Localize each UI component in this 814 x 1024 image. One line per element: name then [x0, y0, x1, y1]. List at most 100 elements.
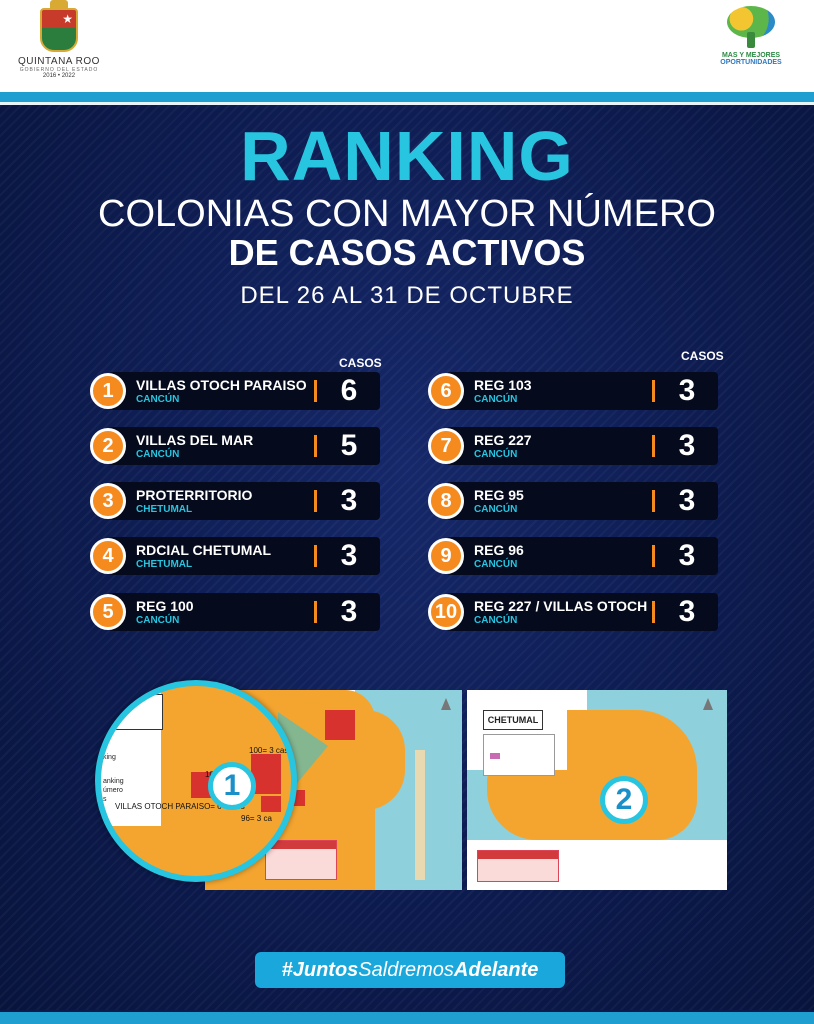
zoom-label-otoch: VILLAS OTOCH PARAISO= 6 casos [115, 802, 245, 811]
row-separator [652, 490, 655, 512]
ranking-row-bar [108, 537, 380, 575]
ranking-row-bar [446, 593, 718, 631]
colonia-name: VILLAS DEL MAR [136, 432, 254, 448]
rank-badge: 8 [428, 483, 464, 519]
case-count: 5 [340, 429, 358, 462]
map-marker-2: 2 [600, 776, 648, 824]
colonia-name: REG 100 [136, 598, 194, 614]
subtitle-line1: COLONIAS CON MAYOR NÚMERO [98, 193, 716, 235]
ranking-row-9: 9 REG 96 CANCÚN 3 [428, 537, 718, 575]
tree-icon [725, 6, 777, 50]
rank-number: 6 [440, 379, 452, 402]
colonia-name: REG 227 / VILLAS OTOCH [474, 598, 648, 614]
map-marker-1: 1 [208, 762, 256, 810]
rank-badge: 7 [428, 428, 464, 464]
row-separator [314, 545, 317, 567]
rank-badge: 9 [428, 538, 464, 574]
city-name: CHETUMAL [136, 559, 193, 570]
logo-slogan-line2: OPORTUNIDADES [720, 59, 782, 66]
hashtag-part2: Saldremos [358, 958, 454, 981]
hashtag-part3: Adelante [453, 958, 539, 981]
zoom-legend-text-3: úmero [103, 787, 123, 794]
footer-stripe [0, 1012, 814, 1024]
colonia-name: REG 103 [474, 377, 532, 393]
quintana-roo-logo: ★ QUINTANA ROO GOBIERNO DEL ESTADO 2016 … [18, 0, 100, 88]
map-legend [483, 734, 555, 776]
chetumal-map-title: CHETUMAL [483, 710, 543, 730]
city-name: CANCÚN [474, 504, 518, 515]
case-count: 3 [340, 595, 358, 628]
north-arrow-icon [703, 698, 713, 710]
rank-number: 7 [440, 434, 452, 457]
case-count: 3 [678, 429, 696, 462]
row-separator [652, 380, 655, 402]
colonia-name: REG 227 [474, 432, 532, 448]
colonia-name: REG 96 [474, 542, 524, 558]
hashtag-banner: #Juntos Saldremos Adelante [255, 952, 565, 988]
city-name: CANCÚN [474, 394, 518, 405]
rank-number: 9 [440, 544, 452, 567]
rank-badge: 6 [428, 373, 464, 409]
case-count: 6 [340, 374, 358, 407]
colonia-name: REG 95 [474, 487, 524, 503]
rank-badge: 3 [90, 483, 126, 519]
row-separator [314, 490, 317, 512]
rank-number: 10 [434, 600, 458, 623]
rank-number: 8 [440, 489, 452, 512]
date-range: DEL 26 AL 31 DE OCTUBRE [240, 282, 574, 309]
ranking-row-bar [108, 593, 380, 631]
ranking-row-8: 8 REG 95 CANCÚN 3 [428, 482, 718, 520]
rank-number: 1 [102, 379, 114, 402]
logo-state-years: 2016 • 2022 [42, 73, 76, 79]
row-separator [314, 435, 317, 457]
rank-number: 5 [102, 600, 114, 623]
ranking-row-6: 6 REG 103 CANCÚN 3 [428, 372, 718, 410]
casos-header-left: CASOS [339, 356, 382, 370]
case-count: 3 [678, 595, 696, 628]
header-stripe-light [0, 102, 814, 105]
row-separator [652, 545, 655, 567]
case-count: 3 [340, 539, 358, 572]
row-separator [652, 601, 655, 623]
ranking-row-bar [446, 427, 718, 465]
rank-badge: 2 [90, 428, 126, 464]
row-separator [314, 380, 317, 402]
ranking-row-1: 1 VILLAS OTOCH PARAISO CANCÚN 6 [90, 372, 380, 410]
colonia-name: VILLAS OTOCH PARAISO [136, 377, 307, 393]
logo-state-name: QUINTANA ROO [18, 56, 100, 67]
header-stripe [0, 92, 814, 102]
zoom-legend-text-2: anking [103, 778, 124, 785]
city-name: CANCÚN [474, 449, 518, 460]
rank-badge: 1 [90, 373, 126, 409]
zoom-label-reg100: 100= 3 casos [249, 746, 297, 755]
city-name: CANCÚN [136, 449, 180, 460]
ranking-row-bar [446, 482, 718, 520]
city-name: CANCÚN [136, 394, 180, 405]
chetumal-map: CHETUMAL [467, 690, 727, 890]
ranking-row-bar [446, 372, 718, 410]
row-separator [652, 435, 655, 457]
ranking-row-bar [108, 482, 380, 520]
zoom-label-reg96: 96= 3 ca [241, 814, 272, 823]
rank-number: 3 [102, 489, 114, 512]
north-arrow-icon [441, 698, 451, 710]
subtitle-line2: DE CASOS ACTIVOS [228, 232, 586, 273]
rank-number: 4 [102, 544, 114, 567]
colonia-name: PROTERRITORIO [136, 487, 253, 503]
casos-header-right: CASOS [681, 349, 724, 363]
hashtag-part1: #Juntos [281, 958, 359, 981]
ranking-row-bar [446, 537, 718, 575]
zoom-circle: king anking úmero s 100= 3 casos 10 VILL… [95, 680, 297, 882]
rank-badge: 5 [90, 594, 126, 630]
ranking-row-7: 7 REG 227 CANCÚN 3 [428, 427, 718, 465]
row-separator [314, 601, 317, 623]
city-name: CANCÚN [474, 615, 518, 626]
oportunidades-logo: MAS Y MEJORES OPORTUNIDADES [708, 6, 794, 86]
case-count: 3 [678, 539, 696, 572]
ranking-row-bar [108, 372, 380, 410]
state-shield-icon: ★ [40, 0, 78, 52]
city-name: CANCÚN [136, 615, 180, 626]
case-count: 3 [678, 374, 696, 407]
ranking-row-4: 4 RDCIAL CHETUMAL CHETUMAL 3 [90, 537, 380, 575]
rank-badge: 4 [90, 538, 126, 574]
